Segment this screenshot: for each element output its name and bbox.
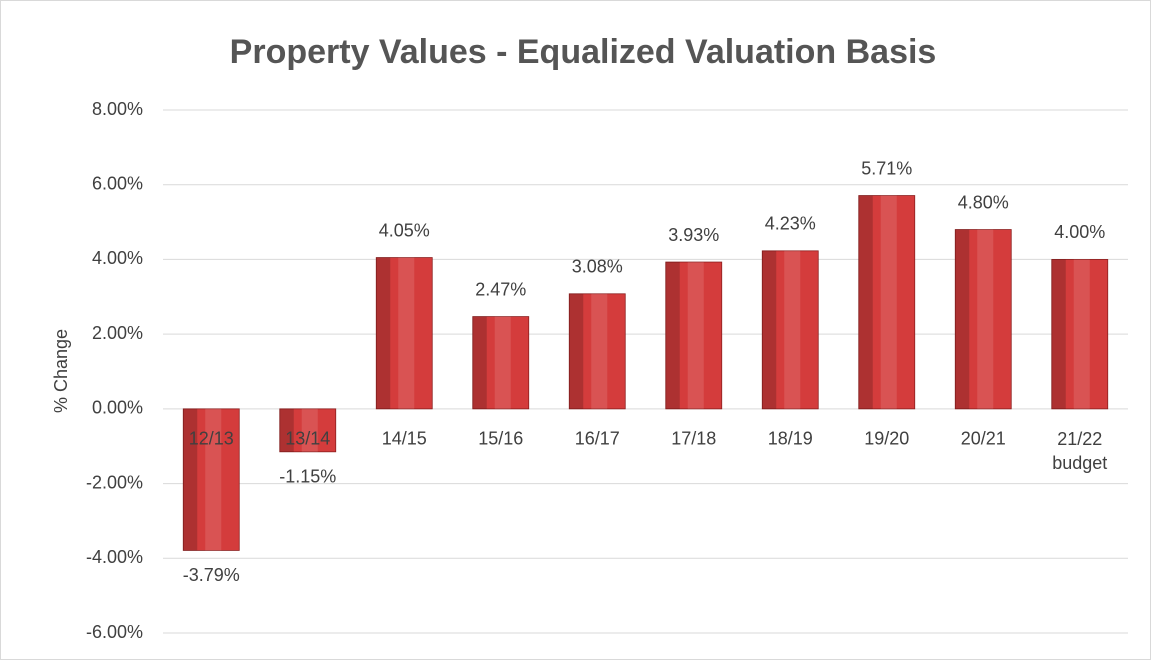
data-label: -3.79%	[183, 565, 240, 585]
bar-shade	[472, 316, 487, 409]
x-tick-label: 13/14	[285, 429, 330, 449]
data-label: 3.93%	[668, 225, 719, 245]
bar	[1051, 259, 1109, 410]
chart-title: Property Values - Equalized Valuation Ba…	[230, 33, 937, 71]
x-tick-label: 18/19	[768, 429, 813, 449]
y-tick-label: -2.00%	[86, 472, 143, 492]
bar-highlight	[1073, 259, 1090, 409]
y-tick-label: 6.00%	[92, 173, 143, 193]
x-tick-label: 14/15	[382, 429, 427, 449]
bar-highlight	[687, 262, 704, 409]
data-label: 5.71%	[861, 158, 912, 178]
data-label: 4.80%	[958, 192, 1009, 212]
x-tick-label: 17/18	[671, 429, 716, 449]
y-axis-label: % Change	[51, 329, 71, 413]
bar-highlight	[880, 195, 897, 409]
bar-shade	[665, 262, 680, 409]
bar	[472, 316, 530, 410]
x-tick-label: 15/16	[478, 429, 523, 449]
bar	[568, 293, 626, 410]
bar-shade	[1051, 259, 1066, 409]
bar	[954, 229, 1012, 410]
bar	[858, 195, 916, 410]
data-label: 4.05%	[379, 220, 430, 240]
bar	[375, 257, 433, 410]
y-tick-label: -6.00%	[86, 622, 143, 642]
x-tick-label: 21/22 budget	[1052, 429, 1107, 473]
bar-highlight	[301, 408, 318, 452]
bar-highlight	[205, 408, 222, 551]
bar-highlight	[784, 250, 801, 409]
bar	[665, 261, 723, 410]
bar-shade	[279, 408, 294, 452]
y-tick-label: 2.00%	[92, 323, 143, 343]
x-tick-label: 20/21	[961, 429, 1006, 449]
y-tick-label: 4.00%	[92, 248, 143, 268]
bar	[279, 408, 337, 453]
x-tick-label: 12/13	[189, 429, 234, 449]
bar-shade	[183, 408, 198, 551]
x-tick-label: 19/20	[864, 429, 909, 449]
data-label: 2.47%	[475, 279, 526, 299]
y-tick-label: -4.00%	[86, 547, 143, 567]
bar-shade	[762, 250, 777, 409]
y-tick-label: 0.00%	[92, 398, 143, 418]
data-label: 4.23%	[765, 214, 816, 234]
x-tick-label: 16/17	[575, 429, 620, 449]
bar	[761, 250, 819, 410]
data-label: -1.15%	[279, 467, 336, 487]
bar-shade	[376, 257, 391, 409]
y-tick-label: 8.00%	[92, 99, 143, 119]
bar-highlight	[591, 293, 608, 409]
bar-shade	[858, 195, 873, 409]
bar-highlight	[398, 257, 415, 409]
data-label: 3.08%	[572, 257, 623, 277]
bar-highlight	[494, 316, 511, 409]
bar-shade	[569, 293, 584, 409]
bar-shade	[955, 229, 970, 409]
data-label: 4.00%	[1054, 222, 1105, 242]
bar-highlight	[977, 229, 994, 409]
bar	[182, 408, 240, 551]
